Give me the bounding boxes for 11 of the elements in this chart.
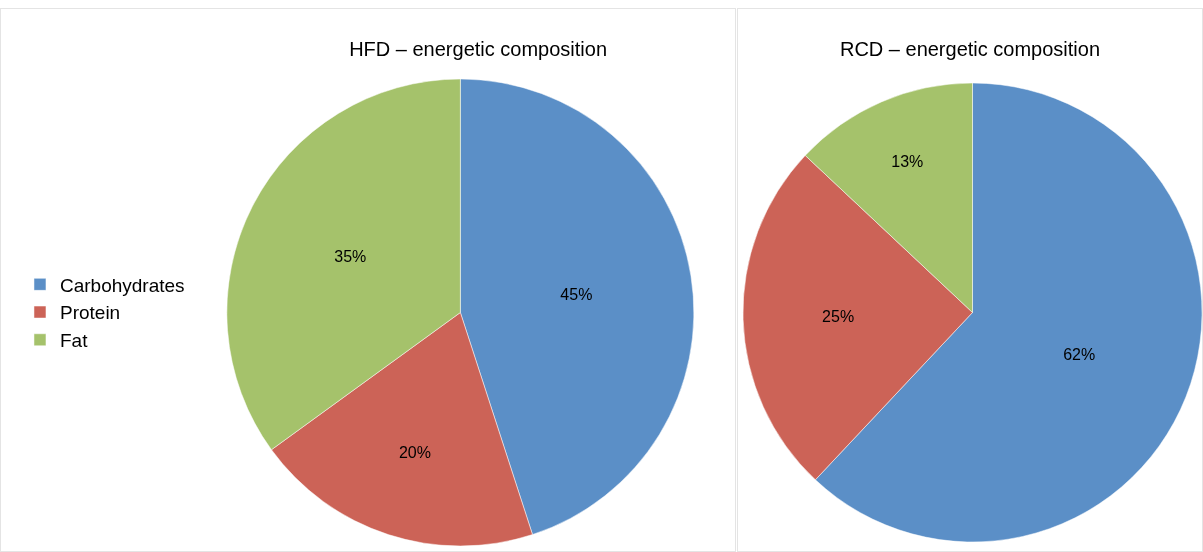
chart-title: RCD – energetic composition <box>839 37 1101 60</box>
chart-title: HFD – energetic composition <box>349 37 608 60</box>
legend-label: Protein <box>59 302 121 324</box>
legend-label: Fat <box>59 330 89 352</box>
data-label: 35% <box>334 247 367 265</box>
data-label: 20% <box>398 443 431 461</box>
data-label: 13% <box>891 153 924 171</box>
legend-label: Carbohydrates <box>59 274 185 296</box>
data-label: 62% <box>1063 346 1096 364</box>
data-label: 25% <box>822 308 855 326</box>
data-label: 45% <box>560 285 593 303</box>
